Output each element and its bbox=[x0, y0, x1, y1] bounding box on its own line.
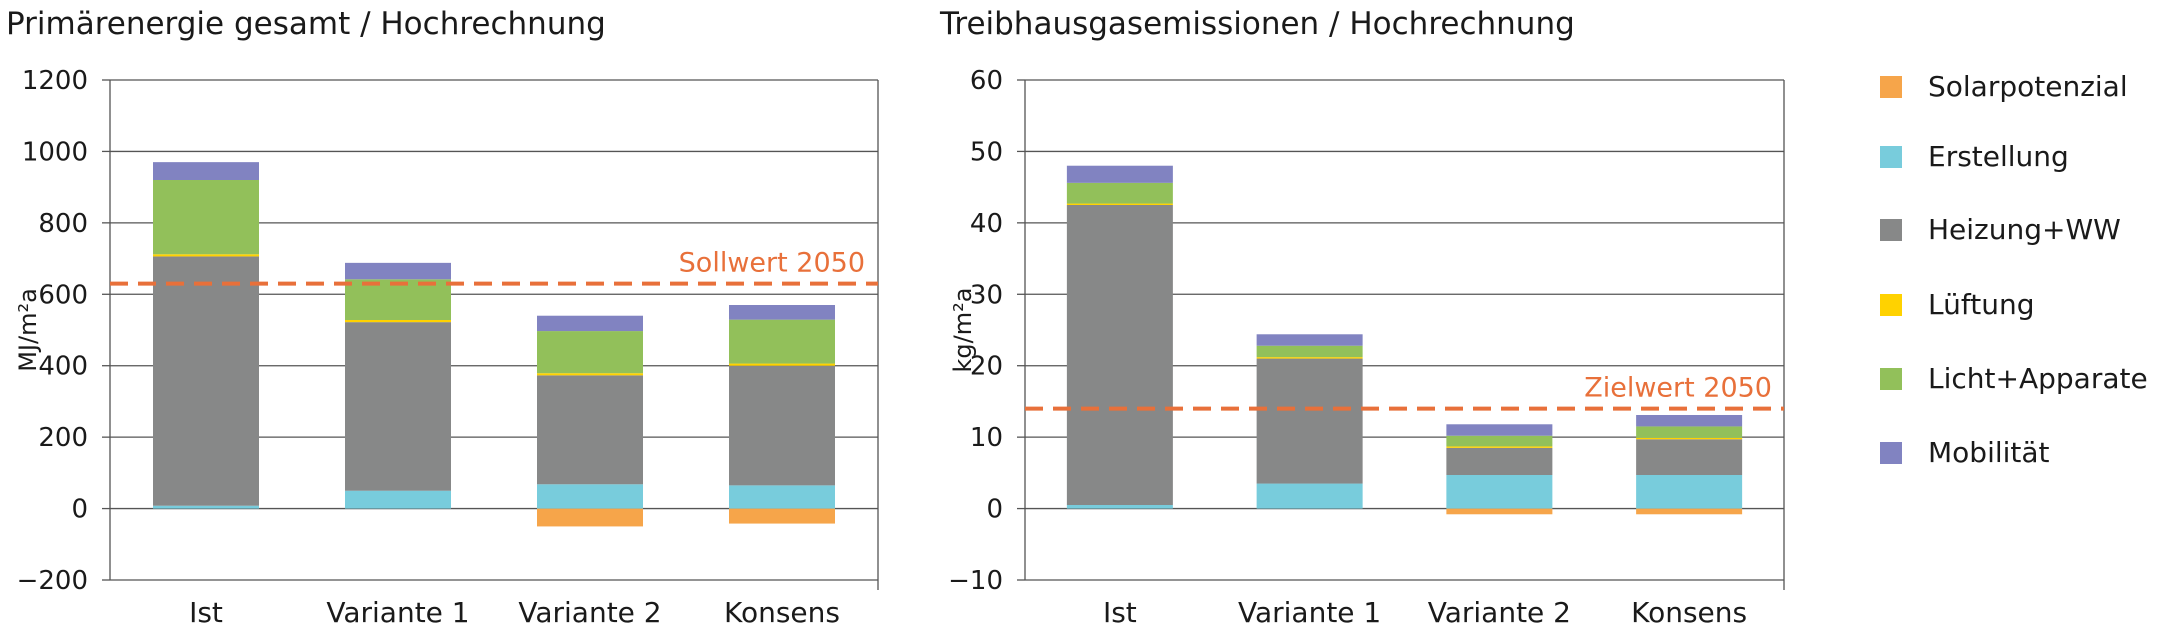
c1-bar-ist-erstellung bbox=[153, 505, 259, 509]
c1-bar-variante-2-solar bbox=[537, 508, 643, 527]
c1-bar-variante-1-erstellung bbox=[345, 490, 451, 509]
c1-bar-variante-2-licht bbox=[537, 331, 643, 374]
legend-label-heizung: Heizung+WW bbox=[1928, 213, 2121, 246]
c1-reference-label: Sollwert 2050 bbox=[679, 248, 865, 279]
legend-swatch-lueftung bbox=[1880, 293, 1902, 316]
legend-swatch-licht bbox=[1880, 367, 1902, 390]
c1-category-label-ist: Ist bbox=[189, 596, 223, 629]
c1-bar-variante-2-heizung bbox=[537, 375, 643, 485]
c1-bar-konsens-erstellung bbox=[729, 485, 835, 509]
c1-bar-variante-1-lueftung bbox=[345, 320, 451, 323]
c1-bar-konsens-lueftung bbox=[729, 363, 835, 366]
legend-item-licht: Licht+Apparate bbox=[1880, 362, 2148, 395]
c1-y-axis-label: MJ/m²a bbox=[14, 288, 42, 372]
legend-item-heizung: Heizung+WW bbox=[1880, 213, 2121, 246]
legend-label-mobilitaet: Mobilität bbox=[1928, 436, 2050, 469]
legend-item-lueftung: Lüftung bbox=[1880, 288, 2034, 321]
c1-tick-label--200: −200 bbox=[17, 566, 88, 596]
c1-bar-variante-2-erstellung bbox=[537, 484, 643, 509]
legend-swatch-heizung bbox=[1880, 218, 1902, 241]
legend-label-licht: Licht+Apparate bbox=[1928, 362, 2148, 395]
c1-tick-label-200: 200 bbox=[38, 423, 88, 453]
c1-tick-label-1200: 1200 bbox=[22, 66, 88, 96]
c1-tick-label-600: 600 bbox=[38, 280, 88, 310]
c1-bar-variante-2-lueftung bbox=[537, 373, 643, 376]
c1-bar-konsens-licht bbox=[729, 319, 835, 364]
c1-bar-variante-1-heizung bbox=[345, 322, 451, 491]
c1-tick-label-400: 400 bbox=[38, 352, 88, 382]
c1-tick-label-1000: 1000 bbox=[22, 137, 88, 167]
legend-swatch-mobilitaet bbox=[1880, 441, 1902, 464]
c1-bar-konsens-heizung bbox=[729, 365, 835, 486]
c1-bar-ist-licht bbox=[153, 180, 259, 255]
c1-bar-variante-1-licht bbox=[345, 279, 451, 320]
chart2-title: Treibhausgasemissionen / Hochrechnung bbox=[940, 6, 1575, 42]
c1-bar-variante-2-mobilitaet bbox=[537, 315, 643, 332]
c1-bar-ist-lueftung bbox=[153, 254, 259, 257]
chart1-title: Primärenergie gesamt / Hochrechnung bbox=[6, 6, 606, 42]
legend-label-solar: Solarpotenzial bbox=[1928, 70, 2128, 103]
c1-bar-variante-1-mobilitaet bbox=[345, 262, 451, 280]
legend-item-mobilitaet: Mobilität bbox=[1880, 436, 2050, 469]
c1-bar-konsens-mobilitaet bbox=[729, 305, 835, 320]
c1-bar-konsens-solar bbox=[729, 508, 835, 524]
legend-item-solar: Solarpotenzial bbox=[1880, 70, 2128, 103]
legend-swatch-erstellung bbox=[1880, 145, 1902, 168]
c1-bar-ist-heizung bbox=[153, 256, 259, 506]
legend-item-erstellung: Erstellung bbox=[1880, 140, 2069, 173]
c1-category-label-variante-2: Variante 2 bbox=[518, 596, 661, 629]
c1-bar-ist-mobilitaet bbox=[153, 162, 259, 180]
c1-tick-label-800: 800 bbox=[38, 209, 88, 239]
c1-category-label-variante-1: Variante 1 bbox=[326, 596, 469, 629]
legend-swatch-solar bbox=[1880, 75, 1902, 98]
c1-tick-label-0: 0 bbox=[71, 495, 88, 525]
c1-category-label-konsens: Konsens bbox=[724, 596, 840, 629]
legend-label-lueftung: Lüftung bbox=[1928, 288, 2035, 321]
legend-label-erstellung: Erstellung bbox=[1928, 140, 2069, 173]
